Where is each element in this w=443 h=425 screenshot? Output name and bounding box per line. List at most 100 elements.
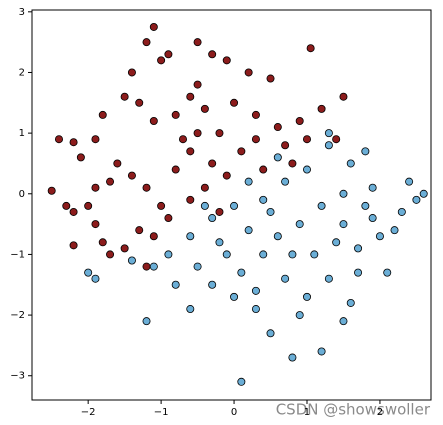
point [113, 159, 122, 168]
point [317, 201, 326, 210]
point [200, 183, 209, 192]
point [149, 232, 158, 241]
point [222, 171, 231, 180]
point [208, 280, 217, 289]
point [142, 38, 151, 47]
point [171, 280, 180, 289]
point [251, 135, 260, 144]
point [149, 22, 158, 31]
point [106, 177, 115, 186]
point [288, 250, 297, 259]
point [244, 68, 253, 77]
point [84, 201, 93, 210]
point [244, 226, 253, 235]
y-tick-label: 2 [19, 67, 25, 78]
point [164, 214, 173, 223]
watermark: CSDN @showswoller [276, 401, 431, 419]
point [69, 241, 78, 250]
point [230, 292, 239, 301]
point [288, 159, 297, 168]
point [91, 220, 100, 229]
point [324, 274, 333, 283]
point [127, 68, 136, 77]
point [368, 183, 377, 192]
point [178, 135, 187, 144]
point [383, 268, 392, 277]
point [259, 165, 268, 174]
point [84, 268, 93, 277]
point [149, 116, 158, 125]
y-tick-label: 1 [19, 128, 25, 139]
point [142, 317, 151, 326]
point [266, 74, 275, 83]
point [135, 98, 144, 107]
point [120, 92, 129, 101]
point [332, 135, 341, 144]
point [237, 268, 246, 277]
y-tick-label: −2 [10, 310, 25, 321]
plot-frame [31, 9, 432, 401]
point [332, 238, 341, 247]
x-tick-label: 0 [231, 407, 237, 418]
point [306, 44, 315, 53]
y-tick-label: 0 [19, 189, 25, 200]
point [281, 177, 290, 186]
point [273, 123, 282, 132]
point [259, 195, 268, 204]
point [215, 238, 224, 247]
point [281, 274, 290, 283]
point [193, 262, 202, 271]
point [215, 129, 224, 138]
point [230, 201, 239, 210]
point [251, 286, 260, 295]
point [76, 153, 85, 162]
point [361, 147, 370, 156]
point [273, 232, 282, 241]
point [339, 317, 348, 326]
point [419, 189, 428, 198]
point [302, 165, 311, 174]
point [346, 298, 355, 307]
point [259, 250, 268, 259]
point [288, 353, 297, 362]
point [368, 214, 377, 223]
point [317, 104, 326, 113]
point [193, 38, 202, 47]
point [354, 268, 363, 277]
x-tick-label: 2 [377, 407, 383, 418]
point [302, 135, 311, 144]
point [266, 329, 275, 338]
point [193, 80, 202, 89]
point [171, 165, 180, 174]
point [62, 201, 71, 210]
point [266, 207, 275, 216]
point [54, 135, 63, 144]
point [230, 98, 239, 107]
point [193, 129, 202, 138]
y-tick-label: −1 [10, 249, 25, 260]
point [302, 292, 311, 301]
x-tick-label: −2 [81, 407, 96, 418]
x-tick-label: −1 [154, 407, 169, 418]
point [69, 207, 78, 216]
point [208, 214, 217, 223]
point [91, 274, 100, 283]
point [98, 238, 107, 247]
x-tick-label: 1 [304, 407, 310, 418]
point [149, 262, 158, 271]
point [157, 56, 166, 65]
point [346, 159, 355, 168]
point [127, 256, 136, 265]
point [135, 226, 144, 235]
point [127, 171, 136, 180]
point [164, 50, 173, 59]
point [208, 159, 217, 168]
point [106, 250, 115, 259]
point [412, 195, 421, 204]
point [251, 305, 260, 314]
point [317, 347, 326, 356]
point [215, 207, 224, 216]
point [310, 250, 319, 259]
point [295, 220, 304, 229]
